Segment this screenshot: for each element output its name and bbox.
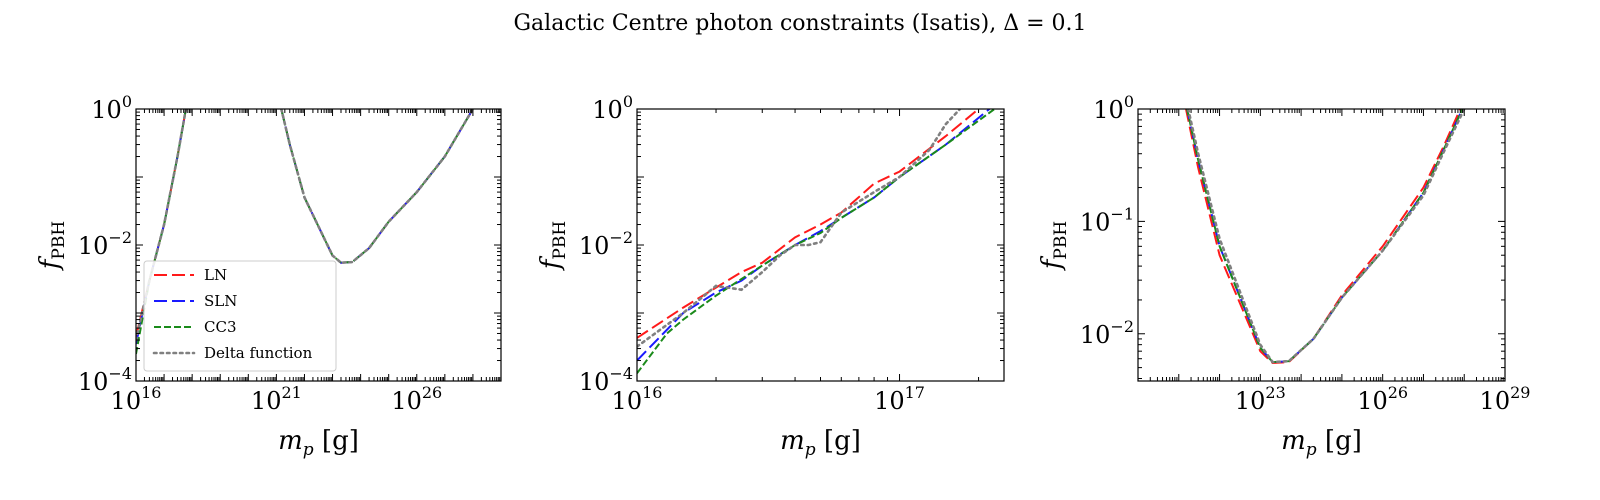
x-tick-label: 1016 (111, 383, 162, 415)
x-tick-label: 1017 (874, 383, 925, 415)
legend-label: Delta function (204, 344, 313, 362)
series-line-delta-function (280, 109, 475, 265)
series-line-delta-function (637, 109, 962, 348)
x-tick-label: 1021 (251, 383, 302, 415)
series-line-ln (280, 109, 474, 264)
y-tick-label: 100 (592, 92, 633, 124)
legend-label: CC3 (204, 318, 237, 336)
series-group (136, 109, 475, 355)
axes-frame (1137, 108, 1506, 382)
panels: 1016 1021 1026 10−4 10−2 100 mp [g] fPBH LN SLN CC… (35, 92, 1530, 460)
y-tick-label: 100 (1093, 92, 1134, 124)
legend-label: LN (204, 266, 227, 284)
x-axis-label: mp [g] (1281, 426, 1362, 460)
series-group (637, 109, 996, 374)
series-line-ln (637, 109, 980, 339)
ticks (135, 108, 502, 382)
series-line-ln (1185, 109, 1462, 365)
series-line-cc3 (280, 109, 474, 264)
y-tick-label: 10−2 (579, 228, 633, 260)
series-line-sln (1186, 109, 1464, 364)
x-tick-label: 1026 (391, 383, 442, 415)
y-axis-label: fPBH (536, 221, 570, 271)
x-tick-label: 1023 (1235, 383, 1286, 415)
x-axis-label: mp [g] (278, 426, 359, 460)
x-tick-label: 1026 (1357, 383, 1408, 415)
legend: LN SLN CC3 Delta function (143, 260, 337, 372)
y-tick-label: 10−2 (1080, 317, 1134, 349)
y-tick-label: 10−2 (78, 228, 132, 260)
x-tick-label: 1029 (1480, 383, 1531, 415)
series-group (1185, 109, 1466, 365)
y-tick-label: 10−1 (1080, 204, 1134, 236)
legend-label: SLN (204, 292, 237, 310)
panel-3: 1023 1026 1029 10−2 10−1 100 mp [g] fPBH (1037, 92, 1530, 460)
y-tick-label: 10−4 (78, 364, 132, 396)
y-tick-label: 100 (91, 92, 132, 124)
series-line-delta-function (1186, 109, 1466, 364)
panel-2: 1016 1017 10−4 10−2 100 mp [g] fPBH (536, 92, 1005, 460)
series-line-cc3 (637, 109, 996, 374)
y-axis-label: fPBH (1037, 221, 1071, 271)
figure-title: Galactic Centre photon constraints (Isat… (513, 11, 1086, 36)
ticks (636, 108, 1004, 382)
x-axis-label: mp [g] (780, 426, 861, 460)
y-tick-label: 10−4 (579, 364, 633, 396)
x-tick-label: 1016 (612, 383, 663, 415)
series-line-sln (280, 109, 474, 264)
axes-frame (636, 108, 1005, 382)
legend-box (143, 260, 337, 372)
series-line-sln (637, 109, 991, 362)
series-line-cc3 (1186, 109, 1464, 364)
panel-1: 1016 1021 1026 10−4 10−2 100 mp [g] fPBH LN SLN CC… (35, 92, 502, 460)
y-axis-label: fPBH (35, 221, 69, 271)
ticks (1137, 108, 1506, 381)
